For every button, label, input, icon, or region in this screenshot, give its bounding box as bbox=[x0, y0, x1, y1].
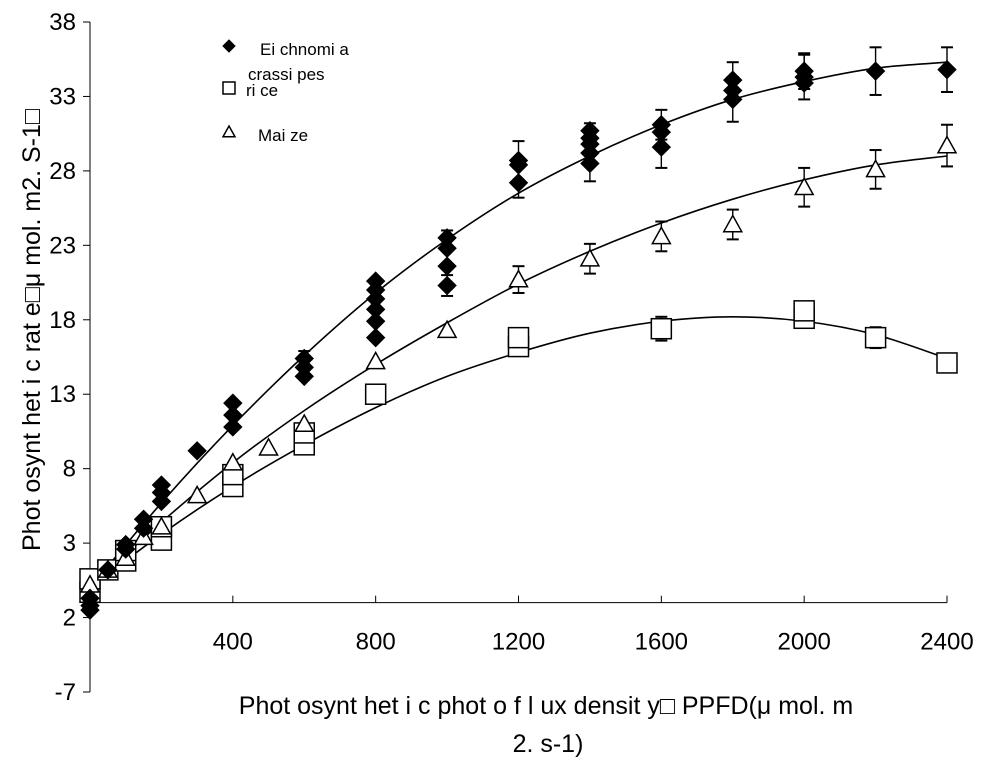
data-markers bbox=[79, 59, 958, 620]
fit-curve bbox=[89, 315, 948, 589]
data-point bbox=[580, 120, 600, 141]
x-tick-label: 1600 bbox=[635, 629, 688, 656]
x-tick-label: 2000 bbox=[777, 629, 830, 656]
data-point bbox=[80, 588, 100, 608]
data-point bbox=[936, 352, 958, 374]
error-bars bbox=[298, 46, 953, 367]
data-point bbox=[437, 256, 457, 276]
legend-item-rice: ri ce bbox=[246, 81, 278, 100]
data-point bbox=[865, 158, 886, 178]
data-point bbox=[223, 405, 243, 425]
data-point bbox=[580, 153, 600, 174]
data-point bbox=[436, 319, 458, 339]
data-point bbox=[437, 228, 457, 248]
tick-labels: 38 33 28 23 18 13 8 3 2 -7 400 800 1200 1600 2000 2400 bbox=[49, 9, 973, 706]
data-point bbox=[133, 509, 154, 529]
y-tick-label: 2 bbox=[63, 605, 76, 632]
data-point bbox=[793, 176, 815, 196]
data-point bbox=[116, 534, 136, 555]
data-point bbox=[437, 275, 457, 296]
data-point bbox=[864, 326, 887, 349]
data-point bbox=[723, 80, 743, 101]
x-tick-label: 800 bbox=[356, 629, 396, 656]
data-point bbox=[936, 135, 958, 154]
data-point bbox=[151, 475, 172, 495]
data-point bbox=[794, 61, 814, 81]
data-point bbox=[186, 484, 208, 504]
y-tick-label: 38 bbox=[49, 9, 76, 36]
data-point bbox=[650, 317, 673, 340]
x-axis-title-line2: 2. s-1) bbox=[513, 730, 584, 758]
legend-item-maize: Mai ze bbox=[258, 126, 308, 145]
y-tick-label: 18 bbox=[49, 307, 76, 334]
data-point bbox=[365, 271, 386, 291]
data-point bbox=[187, 441, 207, 461]
data-point bbox=[223, 393, 243, 413]
y-tick-label: 3 bbox=[63, 530, 76, 557]
x-tick-label: 2400 bbox=[920, 629, 973, 656]
data-point bbox=[793, 300, 815, 322]
data-point bbox=[579, 248, 601, 267]
data-point bbox=[508, 173, 529, 193]
data-point bbox=[222, 452, 244, 471]
x-tick-label: 1200 bbox=[492, 629, 545, 656]
legend-symbol-square bbox=[222, 81, 236, 95]
data-point bbox=[365, 311, 386, 331]
legend-item-eichnomia-line2: crassi pes bbox=[248, 65, 325, 84]
x-axis-title: Phot osynt het i c phot o f l ux densit … bbox=[239, 692, 853, 720]
data-point bbox=[437, 238, 457, 259]
data-point bbox=[294, 348, 314, 369]
legend-symbol-diamond bbox=[222, 39, 236, 53]
data-point bbox=[258, 437, 279, 456]
data-point bbox=[365, 327, 386, 348]
y-axis-title: Phot osynt het i c rat e□μ mol. m2. S-1□ bbox=[18, 108, 46, 551]
y-tick-label: -7 bbox=[55, 679, 76, 706]
data-point bbox=[508, 269, 529, 288]
data-point bbox=[508, 150, 529, 171]
data-point bbox=[98, 560, 118, 580]
y-tick-label: 33 bbox=[49, 83, 76, 110]
y-tick-label: 13 bbox=[49, 381, 76, 408]
data-point bbox=[651, 137, 672, 157]
y-tick-label: 28 bbox=[49, 158, 76, 185]
data-point bbox=[865, 61, 886, 81]
y-tick-label: 8 bbox=[63, 456, 76, 483]
legend-symbol-triangle bbox=[221, 124, 237, 138]
y-tick-label: 23 bbox=[49, 232, 76, 259]
data-point bbox=[937, 59, 957, 80]
data-point bbox=[723, 70, 743, 90]
x-tick-label: 400 bbox=[213, 629, 253, 656]
data-point bbox=[223, 417, 243, 437]
data-point bbox=[651, 115, 672, 135]
legend-item-eichnomia: Ei chnomi a bbox=[260, 40, 349, 59]
data-point bbox=[364, 383, 387, 405]
data-point bbox=[151, 516, 172, 535]
legend: Ei chnomi a ri ce Mai ze crassi pes bbox=[221, 39, 349, 145]
data-point bbox=[722, 213, 744, 233]
fit-curve bbox=[89, 155, 948, 589]
data-point bbox=[365, 350, 386, 370]
data-point bbox=[365, 299, 386, 320]
data-point bbox=[293, 413, 315, 432]
data-point bbox=[507, 326, 530, 349]
data-point bbox=[651, 225, 672, 245]
